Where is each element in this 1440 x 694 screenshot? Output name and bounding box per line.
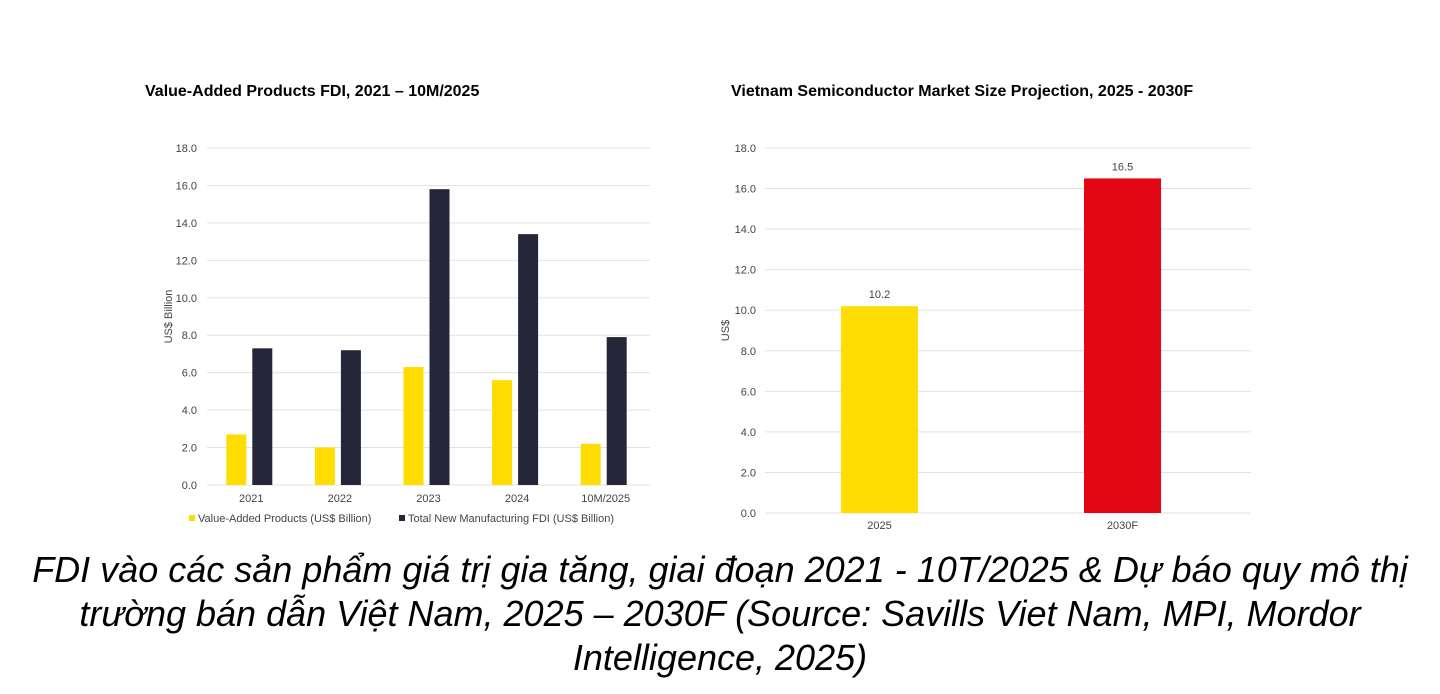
caption-line-2: trường bán dẫn Việt Nam, 2025 – 2030F (S… [79, 593, 1361, 634]
x-tick-label: 10M/2025 [581, 493, 630, 505]
y-axis-label: US$ Billion [163, 290, 175, 344]
bar-value-added [492, 380, 513, 485]
bar-value-added [580, 443, 601, 485]
chart-title-fdi: Value-Added Products FDI, 2021 – 10M/202… [145, 83, 480, 100]
x-tick-label: 2025 [867, 520, 891, 532]
y-tick-label: 14.0 [735, 224, 756, 236]
bar-value-added [226, 434, 247, 485]
bar-market-size [841, 306, 918, 513]
y-tick-label: 12.0 [735, 265, 756, 277]
y-tick-label: 2.0 [182, 443, 197, 455]
y-tick-label: 6.0 [182, 368, 197, 380]
y-tick-label: 2.0 [741, 467, 756, 479]
y-tick-label: 12.0 [176, 255, 197, 267]
x-tick-label: 2021 [239, 493, 263, 505]
y-tick-label: 18.0 [176, 143, 197, 155]
y-tick-label: 0.0 [741, 508, 756, 520]
y-tick-label: 10.0 [735, 305, 756, 317]
y-tick-label: 0.0 [182, 480, 197, 492]
y-tick-label: 16.0 [176, 180, 197, 192]
legend-label: Total New Manufacturing FDI (US$ Billion… [408, 513, 614, 525]
y-tick-label: 18.0 [735, 143, 756, 155]
bar-total-fdi [606, 337, 627, 485]
y-tick-label: 4.0 [741, 427, 756, 439]
legend-swatch [189, 515, 195, 521]
caption-line-1: FDI vào các sản phẩm giá trị gia tăng, g… [32, 549, 1408, 590]
bar-total-fdi [252, 348, 273, 485]
data-label: 16.5 [1112, 161, 1133, 173]
y-tick-label: 6.0 [741, 386, 756, 398]
y-tick-label: 8.0 [182, 330, 197, 342]
bar-value-added [403, 367, 424, 485]
legend-swatch [399, 515, 405, 521]
x-tick-label: 2022 [328, 493, 352, 505]
figure-caption: FDI vào các sản phẩm giá trị gia tăng, g… [0, 548, 1440, 680]
y-axis-label: US$ [720, 320, 732, 341]
y-tick-label: 4.0 [182, 405, 197, 417]
chart-title-semiconductor: Vietnam Semiconductor Market Size Projec… [731, 83, 1194, 100]
y-tick-label: 10.0 [176, 293, 197, 305]
x-tick-label: 2023 [416, 493, 440, 505]
x-tick-label: 2024 [505, 493, 529, 505]
bar-total-fdi [340, 350, 361, 485]
data-label: 10.2 [869, 289, 890, 301]
bar-total-fdi [429, 189, 450, 485]
bar-market-size [1084, 178, 1161, 513]
legend-label: Value-Added Products (US$ Billion) [198, 513, 371, 525]
y-tick-label: 14.0 [176, 218, 197, 230]
bar-total-fdi [518, 234, 539, 485]
caption-line-3: Intelligence, 2025) [572, 637, 868, 678]
x-tick-label: 2030F [1107, 520, 1138, 532]
bar-value-added [314, 447, 335, 485]
y-tick-label: 16.0 [735, 184, 756, 196]
y-tick-label: 8.0 [741, 346, 756, 358]
